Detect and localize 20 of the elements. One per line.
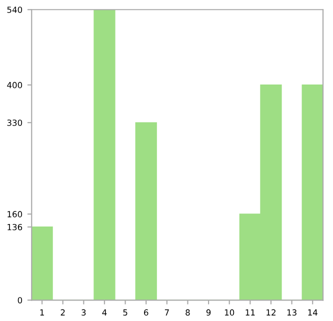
x-tick-label: 4 — [102, 309, 107, 316]
y-tick-label: 136 — [8, 224, 22, 230]
y-tick-label: 400 — [7, 82, 22, 88]
x-tick-label: 10 — [224, 309, 234, 316]
x-tick-label: 9 — [206, 309, 211, 316]
x-tick-label: 14 — [308, 309, 318, 316]
y-tick-label: 0 — [18, 297, 22, 304]
x-tick-label: 5 — [123, 309, 128, 316]
x-tick-label: 1 — [40, 309, 44, 316]
y-tick-label: 160 — [8, 211, 22, 218]
x-tick-label: 12 — [266, 309, 276, 316]
y-tick-label: 330 — [7, 120, 22, 126]
x-tick-label: 8 — [186, 309, 190, 316]
y-tick-label: 540 — [7, 6, 22, 13]
x-tick-label: 3 — [82, 309, 86, 316]
x-tick-label: 11 — [246, 309, 255, 316]
x-tick-label: 13 — [287, 309, 296, 316]
x-tick-label: 7 — [164, 309, 169, 316]
x-tick-label: 2 — [60, 309, 65, 316]
x-tick-label: 6 — [144, 309, 148, 316]
